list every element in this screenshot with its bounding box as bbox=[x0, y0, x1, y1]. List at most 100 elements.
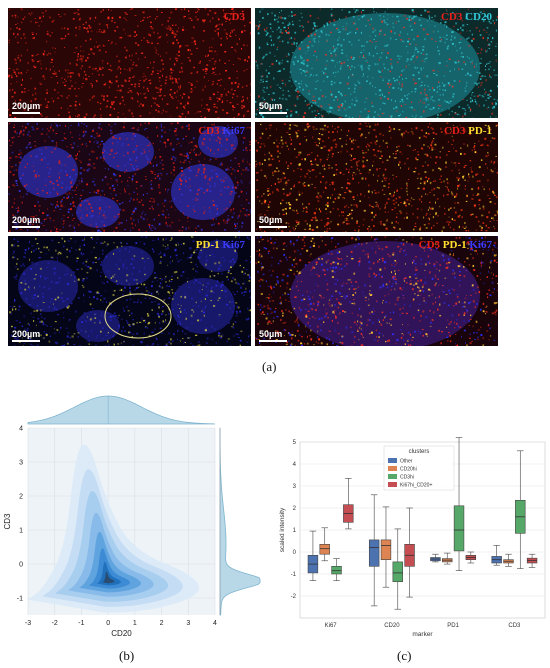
micro-image bbox=[8, 8, 251, 118]
y-tick-label: 3 bbox=[19, 460, 23, 467]
x-axis-label: marker bbox=[412, 631, 433, 638]
channel-name: PD-1 bbox=[195, 239, 220, 251]
y-tick-label: 2 bbox=[293, 506, 297, 512]
micro-tile-cd3-pd1-ki67: CD3 PD-1 Ki67 50µm bbox=[255, 236, 498, 346]
channel-name: CD3 bbox=[440, 11, 463, 23]
caption-c: (c) bbox=[397, 648, 412, 663]
channel-name: CD3 bbox=[198, 125, 220, 137]
y-tick-label: -1 bbox=[17, 596, 23, 603]
legend-item: CD3hi bbox=[400, 475, 414, 481]
legend-swatch bbox=[388, 458, 397, 463]
scale-bar-line bbox=[12, 226, 40, 228]
boxplot-chart: -2 -1 0 1 2 3 4 5 Ki67 CD20 PD1 CD3 marker scaled int… bbox=[279, 437, 546, 638]
scale-bar-line bbox=[259, 112, 287, 114]
micro-image bbox=[255, 236, 498, 346]
channel-label: CD3 PD-1 bbox=[444, 125, 492, 137]
density-level-7 bbox=[102, 571, 115, 584]
channel-label: CD3 CD20 bbox=[441, 11, 492, 23]
y-axis-label: scaled intensity bbox=[279, 507, 286, 552]
x-tick-label: 2 bbox=[160, 620, 164, 627]
x-tick-label: -1 bbox=[78, 620, 84, 627]
scale-bar: 50µm bbox=[259, 329, 287, 342]
y-tick-label: 5 bbox=[293, 440, 297, 446]
y-tick-label: 0 bbox=[19, 562, 23, 569]
density-level-4 bbox=[79, 531, 141, 593]
scale-bar-line bbox=[12, 340, 40, 342]
micro-image bbox=[255, 122, 498, 232]
micro-tile-cd3-cd20: CD3 CD20 50µm bbox=[255, 8, 498, 118]
y-tick-label: 0 bbox=[293, 550, 297, 556]
x-tick-label: CD3 bbox=[508, 623, 521, 629]
y-axis-label: CD3 bbox=[3, 513, 12, 530]
marginal-x-density bbox=[27, 395, 216, 425]
channel-name: CD3 bbox=[418, 239, 441, 251]
x-tick-label: -2 bbox=[52, 620, 58, 627]
channel-label: CD3 bbox=[224, 11, 245, 23]
micro-tile-cd3: CD3 200µm bbox=[8, 8, 251, 118]
channel-label: PD-1 Ki67 bbox=[196, 239, 245, 251]
channel-name: PD-1 bbox=[465, 125, 492, 137]
marginal-y-density bbox=[219, 427, 261, 616]
x-tick-label: Ki67 bbox=[325, 623, 338, 629]
caption-b: (b) bbox=[119, 648, 135, 663]
channel-name: CD3 bbox=[223, 11, 245, 23]
x-tick-label: 0 bbox=[106, 620, 110, 627]
scale-bar: 200µm bbox=[12, 101, 40, 114]
x-tick-label: 4 bbox=[213, 620, 217, 627]
density-level-5 bbox=[88, 548, 130, 589]
joint-density-plot: -3 -2 -1 0 1 2 3 4 -1 0 1 2 3 4 CD20 CD3 bbox=[3, 395, 261, 638]
legend-item: CD20hi bbox=[400, 467, 417, 473]
scale-bar-line bbox=[259, 340, 287, 342]
y-tick-label: 1 bbox=[19, 528, 23, 535]
channel-label: CD3 PD-1 Ki67 bbox=[419, 239, 492, 251]
legend-swatch bbox=[388, 482, 397, 487]
x-tick-label: CD20 bbox=[384, 623, 400, 629]
box-cd3hi-cd20 bbox=[392, 561, 403, 582]
scale-bar-label: 50µm bbox=[259, 215, 283, 225]
x-axis-label: CD20 bbox=[111, 629, 132, 638]
scale-bar-line bbox=[12, 112, 40, 114]
micro-tile-pd1-ki67: PD-1 Ki67 200µm bbox=[8, 236, 251, 346]
legend-title: clusters bbox=[409, 449, 430, 455]
micro-image bbox=[255, 8, 498, 118]
channel-name: Ki67 bbox=[219, 125, 245, 137]
box-cd20hi-cd20 bbox=[380, 539, 392, 561]
channel-name: PD-1 bbox=[440, 239, 467, 251]
legend-swatch bbox=[388, 474, 397, 479]
x-tick-label: PD1 bbox=[447, 623, 459, 629]
channel-name: CD3 bbox=[444, 125, 466, 137]
box-cd3hi-pd1 bbox=[453, 505, 465, 552]
micro-tile-cd3-ki67: CD3 Ki67 200µm bbox=[8, 122, 251, 232]
channel-name: Ki67 bbox=[466, 239, 492, 251]
scale-bar-label: 50µm bbox=[259, 101, 283, 111]
scale-bar-line bbox=[259, 226, 287, 228]
scale-bar: 200µm bbox=[12, 215, 40, 228]
scale-bar-label: 200µm bbox=[12, 329, 41, 339]
scale-bar-label: 200µm bbox=[12, 101, 41, 111]
channel-name: Ki67 bbox=[219, 239, 245, 251]
y-tick-label: 1 bbox=[293, 528, 297, 534]
micro-tile-cd3-pd1: CD3 PD-1 50µm bbox=[255, 122, 498, 232]
scale-bar: 200µm bbox=[12, 329, 40, 342]
scale-bar: 50µm bbox=[259, 215, 287, 228]
micro-image bbox=[8, 122, 251, 232]
box-cd3hi-ki67 bbox=[331, 566, 342, 575]
micro-image bbox=[9, 236, 251, 346]
y-tick-label: 4 bbox=[293, 462, 297, 468]
box-other-cd20 bbox=[368, 539, 380, 567]
x-tick-label: -3 bbox=[25, 620, 31, 627]
channel-label: CD3 Ki67 bbox=[198, 125, 245, 137]
x-tick-label: 3 bbox=[186, 620, 190, 627]
legend-item: Ki67hi_CD20+ bbox=[400, 483, 432, 489]
y-tick-label: 3 bbox=[293, 484, 297, 490]
box-cd20hi-ki67 bbox=[319, 544, 330, 555]
scale-bar-label: 50µm bbox=[259, 329, 283, 339]
y-tick-label: -1 bbox=[291, 572, 297, 578]
caption-a: (a) bbox=[262, 359, 277, 374]
scale-bar-label: 200µm bbox=[12, 215, 41, 225]
legend-item: Other bbox=[400, 459, 413, 465]
density-level-6 bbox=[96, 561, 121, 586]
y-tick-label: 2 bbox=[19, 494, 23, 501]
y-tick-label: 4 bbox=[19, 426, 23, 433]
channel-name: CD20 bbox=[462, 11, 492, 23]
